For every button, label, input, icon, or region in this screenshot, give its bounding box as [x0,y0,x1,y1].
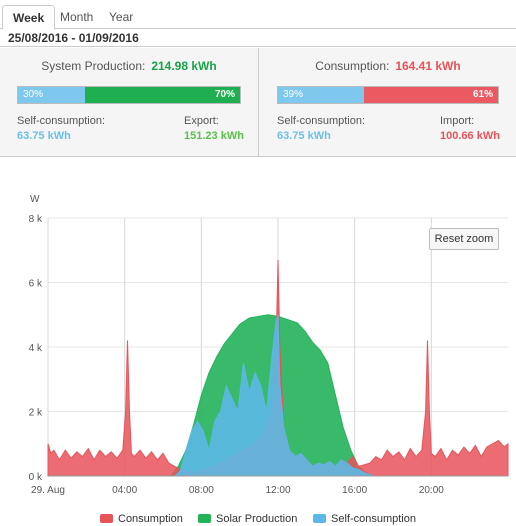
y-tick-label: 8 k [29,214,43,225]
export-label: Export: [184,115,219,127]
consumption-self-value: 63.75 kWh [277,130,331,142]
production-self-segment: 30% [18,87,85,103]
x-tick-label: 20:00 [419,485,444,496]
x-tick-label: 08:00 [189,485,214,496]
x-tick-label: 12:00 [265,485,290,496]
production-self-value: 63.75 kWh [17,130,71,142]
production-title: System Production: 214.98 kWh [0,59,258,73]
y-tick-label: 0 k [29,472,43,483]
import-value: 100.66 kWh [440,130,500,142]
legend-item-self[interactable]: Self-consumption [313,512,416,526]
date-range: 25/08/2016 - 01/09/2016 [0,29,516,47]
import-label: Import: [440,115,475,127]
y-axis-label: W [30,194,40,205]
production-total: 214.98 kWh [151,59,217,73]
tab-year[interactable]: Year [109,10,134,24]
y-tick-label: 4 k [29,343,43,354]
tab-week[interactable]: Week [2,5,56,30]
legend-label-consumption: Consumption [118,513,183,525]
consumption-import-segment: 61% [364,87,498,103]
x-tick-label: 29. Aug [31,485,65,496]
production-self-label: Self-consumption: [17,115,106,127]
consumption-panel: Consumption: 164.41 kWh 39% 61% Self-cons… [260,48,516,156]
production-title-label: System Production: [41,59,146,73]
legend-item-consumption[interactable]: Consumption [100,512,183,526]
legend-item-solar[interactable]: Solar Production [198,512,297,526]
consumption-total: 164.41 kWh [395,59,461,73]
production-export-segment: 70% [85,87,240,103]
production-split-bar: 30% 70% [17,86,241,104]
legend-swatch-consumption [100,514,113,523]
chart-legend: Consumption Solar Production Self-consum… [0,512,516,526]
legend-swatch-self [313,514,326,523]
period-tabs: Week Month Year [0,0,516,30]
consumption-self-segment: 39% [278,87,364,103]
production-panel: System Production: 214.98 kWh 30% 70% Sel… [0,48,259,156]
legend-label-self: Self-consumption [331,513,416,525]
tab-month[interactable]: Month [60,10,94,24]
power-chart-svg: 0 k 2 k 4 k 6 k 8 k 29. Aug 04:00 08:00 12:00 16:… [29,194,509,496]
export-value: 151.23 kWh [184,130,244,142]
reset-zoom-button[interactable]: Reset zoom [429,228,499,250]
summary-panels: System Production: 214.98 kWh 30% 70% Sel… [0,48,516,157]
self-consumption-area [48,314,508,477]
x-tick-label: 04:00 [112,485,137,496]
y-tick-label: 2 k [29,408,43,419]
power-chart[interactable]: 0 k 2 k 4 k 6 k 8 k 29. Aug 04:00 08:00 12:00 16:… [0,158,516,526]
legend-label-solar: Solar Production [216,513,298,525]
consumption-self-label: Self-consumption: [277,115,366,127]
consumption-title-label: Consumption: [315,59,390,73]
consumption-title: Consumption: 164.41 kWh [260,59,516,73]
legend-swatch-solar [198,514,211,523]
y-tick-label: 6 k [29,279,43,290]
x-tick-label: 16:00 [342,485,367,496]
consumption-split-bar: 39% 61% [277,86,499,104]
